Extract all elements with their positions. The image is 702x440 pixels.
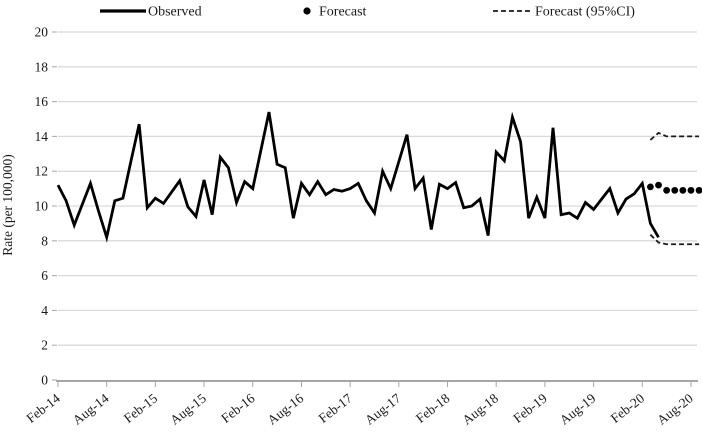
x-tick-label: Feb-17 xyxy=(316,390,356,426)
x-tick-label: Feb-14 xyxy=(23,390,63,426)
forecast-point xyxy=(646,183,654,191)
y-tick-label: 2 xyxy=(41,338,48,353)
x-tick-label: Feb-15 xyxy=(121,390,161,426)
forecast-point xyxy=(679,186,687,194)
x-tick-label: Aug-19 xyxy=(557,390,599,427)
y-tick-label: 14 xyxy=(35,129,49,144)
x-tick-label: Feb-18 xyxy=(413,390,453,426)
series-layer xyxy=(56,111,702,246)
y-tick-label: 4 xyxy=(41,303,48,318)
forecast-point xyxy=(695,186,702,194)
gridlines xyxy=(58,31,697,346)
legend: Observed Forecast Forecast (95%CI) xyxy=(100,5,635,20)
y-tick-label: 12 xyxy=(35,164,49,179)
x-tick-label: Feb-20 xyxy=(608,390,648,426)
x-tick-label: Aug-18 xyxy=(459,390,501,427)
x-axis-tick-labels: Feb-14 Aug-14 Feb-15 Aug-15 Feb-16 Aug-16 Feb-… xyxy=(23,390,696,427)
forecast-point xyxy=(655,181,662,189)
legend-item-observed: Observed xyxy=(100,5,202,20)
x-tick-label: Aug-14 xyxy=(70,390,112,427)
y-tick-label: 16 xyxy=(35,94,49,109)
y-axis-title: Rate (per 100,000) xyxy=(0,154,15,256)
legend-item-forecast: Forecast xyxy=(303,5,367,20)
x-tick-label: Aug-16 xyxy=(265,390,307,427)
y-tick-label: 8 xyxy=(41,233,48,248)
x-tick-label: Feb-19 xyxy=(510,390,550,426)
x-tick-label: Feb-16 xyxy=(218,390,258,426)
x-tick-label: Aug-17 xyxy=(362,390,404,427)
observed-series-line xyxy=(56,111,660,243)
legend-label-forecast: Forecast xyxy=(319,5,367,20)
y-axis-tick-labels: 0 2 4 6 8 10 12 14 16 18 20 xyxy=(35,25,49,388)
y-tick-label: 6 xyxy=(41,268,48,283)
forecast-dot-swatch xyxy=(303,7,311,15)
legend-item-forecast-ci: Forecast (95%CI) xyxy=(493,5,635,20)
forecast-ci-line xyxy=(649,234,700,246)
axes xyxy=(52,31,698,387)
forecast-point xyxy=(671,186,679,194)
y-tick-label: 20 xyxy=(35,25,49,40)
legend-label-forecast-ci: Forecast (95%CI) xyxy=(535,5,635,20)
y-tick-label: 10 xyxy=(35,199,49,214)
forecast-point xyxy=(663,186,671,194)
legend-label-observed: Observed xyxy=(148,5,202,20)
forecast-point xyxy=(687,186,695,194)
x-tick-label: Aug-20 xyxy=(654,390,696,427)
x-tick-label: Aug-15 xyxy=(167,390,209,427)
y-tick-label: 0 xyxy=(41,373,48,388)
forecast-ci-line xyxy=(649,131,700,141)
y-tick-label: 18 xyxy=(35,59,49,74)
